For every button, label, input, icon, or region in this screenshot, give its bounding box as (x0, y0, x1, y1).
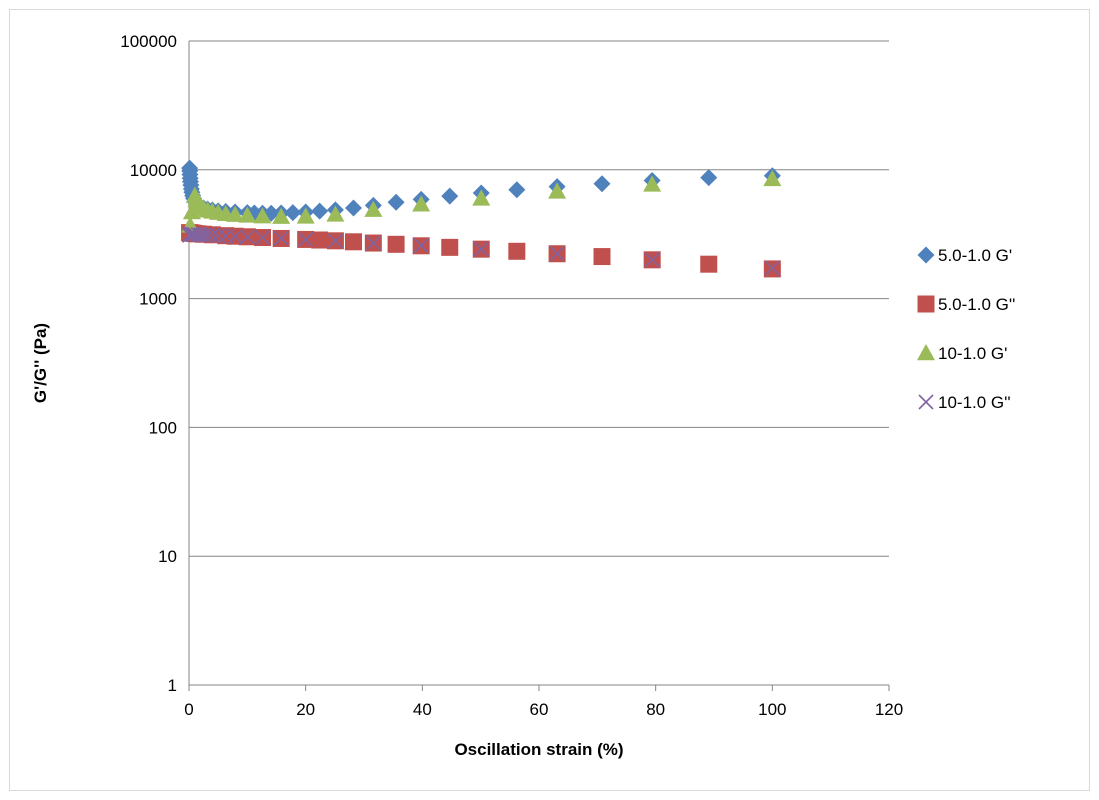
data-point (472, 189, 491, 206)
series-3 (181, 169, 782, 233)
legend: 5.0-1.0 G' 5.0-1.0 G'' 10-1.0 G' 10-1.0 G'' (917, 246, 1015, 412)
legend-marker (918, 394, 934, 410)
y-tick-label: 100 (149, 418, 177, 437)
data-point (387, 235, 405, 253)
legend-marker (917, 246, 935, 264)
data-point (644, 252, 660, 268)
data-point (273, 230, 289, 246)
x-tick-label: 80 (646, 700, 665, 719)
data-point (413, 238, 429, 254)
data-point (284, 204, 302, 222)
data-point (700, 169, 718, 187)
data-point (643, 175, 662, 192)
data-point (364, 200, 383, 217)
series-4 (182, 226, 780, 276)
data-point (548, 182, 567, 199)
data-point (508, 242, 526, 260)
data-point (227, 228, 243, 244)
chart: 1 10 100 1000 10000 100000 0 20 40 60 80 100 120 5.0… (31, 32, 1015, 759)
data-point (272, 207, 291, 224)
data-point (365, 235, 381, 251)
data-point (204, 227, 220, 243)
x-tick-label: 60 (530, 700, 549, 719)
x-axis-title: Oscillation strain (%) (454, 740, 623, 759)
series-2 (181, 224, 781, 278)
data-point (549, 246, 565, 262)
gridlines (189, 40, 889, 557)
data-point (441, 238, 459, 256)
data-point (239, 229, 255, 245)
x-tick-label: 40 (413, 700, 432, 719)
data-point (311, 231, 329, 249)
legend-label: 10-1.0 G'' (938, 393, 1011, 412)
data-point (311, 202, 329, 220)
data-point (764, 260, 780, 276)
data-point (327, 233, 343, 249)
data-point (763, 169, 782, 187)
data-point (193, 227, 209, 243)
y-tick-label: 1000 (139, 290, 177, 309)
x-tick-label: 100 (758, 700, 786, 719)
data-point (441, 187, 459, 205)
data-point (345, 233, 362, 251)
y-tick-label: 1 (168, 676, 177, 695)
data-point (593, 248, 611, 266)
axes: 1 10 100 1000 10000 100000 0 20 40 60 80 100 120 (120, 32, 903, 719)
data-point (298, 231, 314, 247)
x-tick-label: 120 (875, 700, 903, 719)
data-point (226, 205, 245, 222)
legend-label: 5.0-1.0 G' (938, 246, 1012, 265)
data-point (238, 206, 257, 223)
data-point (254, 229, 271, 246)
data-point (296, 207, 315, 224)
data-point (412, 195, 431, 212)
data-point (326, 205, 345, 222)
x-tick-label: 0 (184, 700, 193, 719)
legend-marker (917, 295, 935, 313)
plot-area (181, 159, 782, 278)
y-tick-label: 100000 (120, 32, 177, 51)
data-point (345, 199, 362, 217)
data-point (508, 181, 526, 199)
data-point (210, 228, 226, 244)
x-tick-label: 20 (296, 700, 315, 719)
y-tick-label: 10000 (130, 161, 177, 180)
chart-frame: 1 10 100 1000 10000 100000 0 20 40 60 80 100 120 5.0… (9, 9, 1090, 791)
legend-marker (917, 344, 935, 361)
data-point (700, 255, 718, 273)
y-axis-title: G'/G'' (Pa) (31, 323, 50, 403)
data-point (253, 207, 272, 224)
data-point (593, 175, 611, 193)
data-point (473, 241, 489, 257)
legend-label: 5.0-1.0 G'' (938, 295, 1015, 314)
data-point (387, 193, 405, 211)
y-tick-label: 10 (158, 547, 177, 566)
legend-label: 10-1.0 G' (938, 344, 1007, 363)
